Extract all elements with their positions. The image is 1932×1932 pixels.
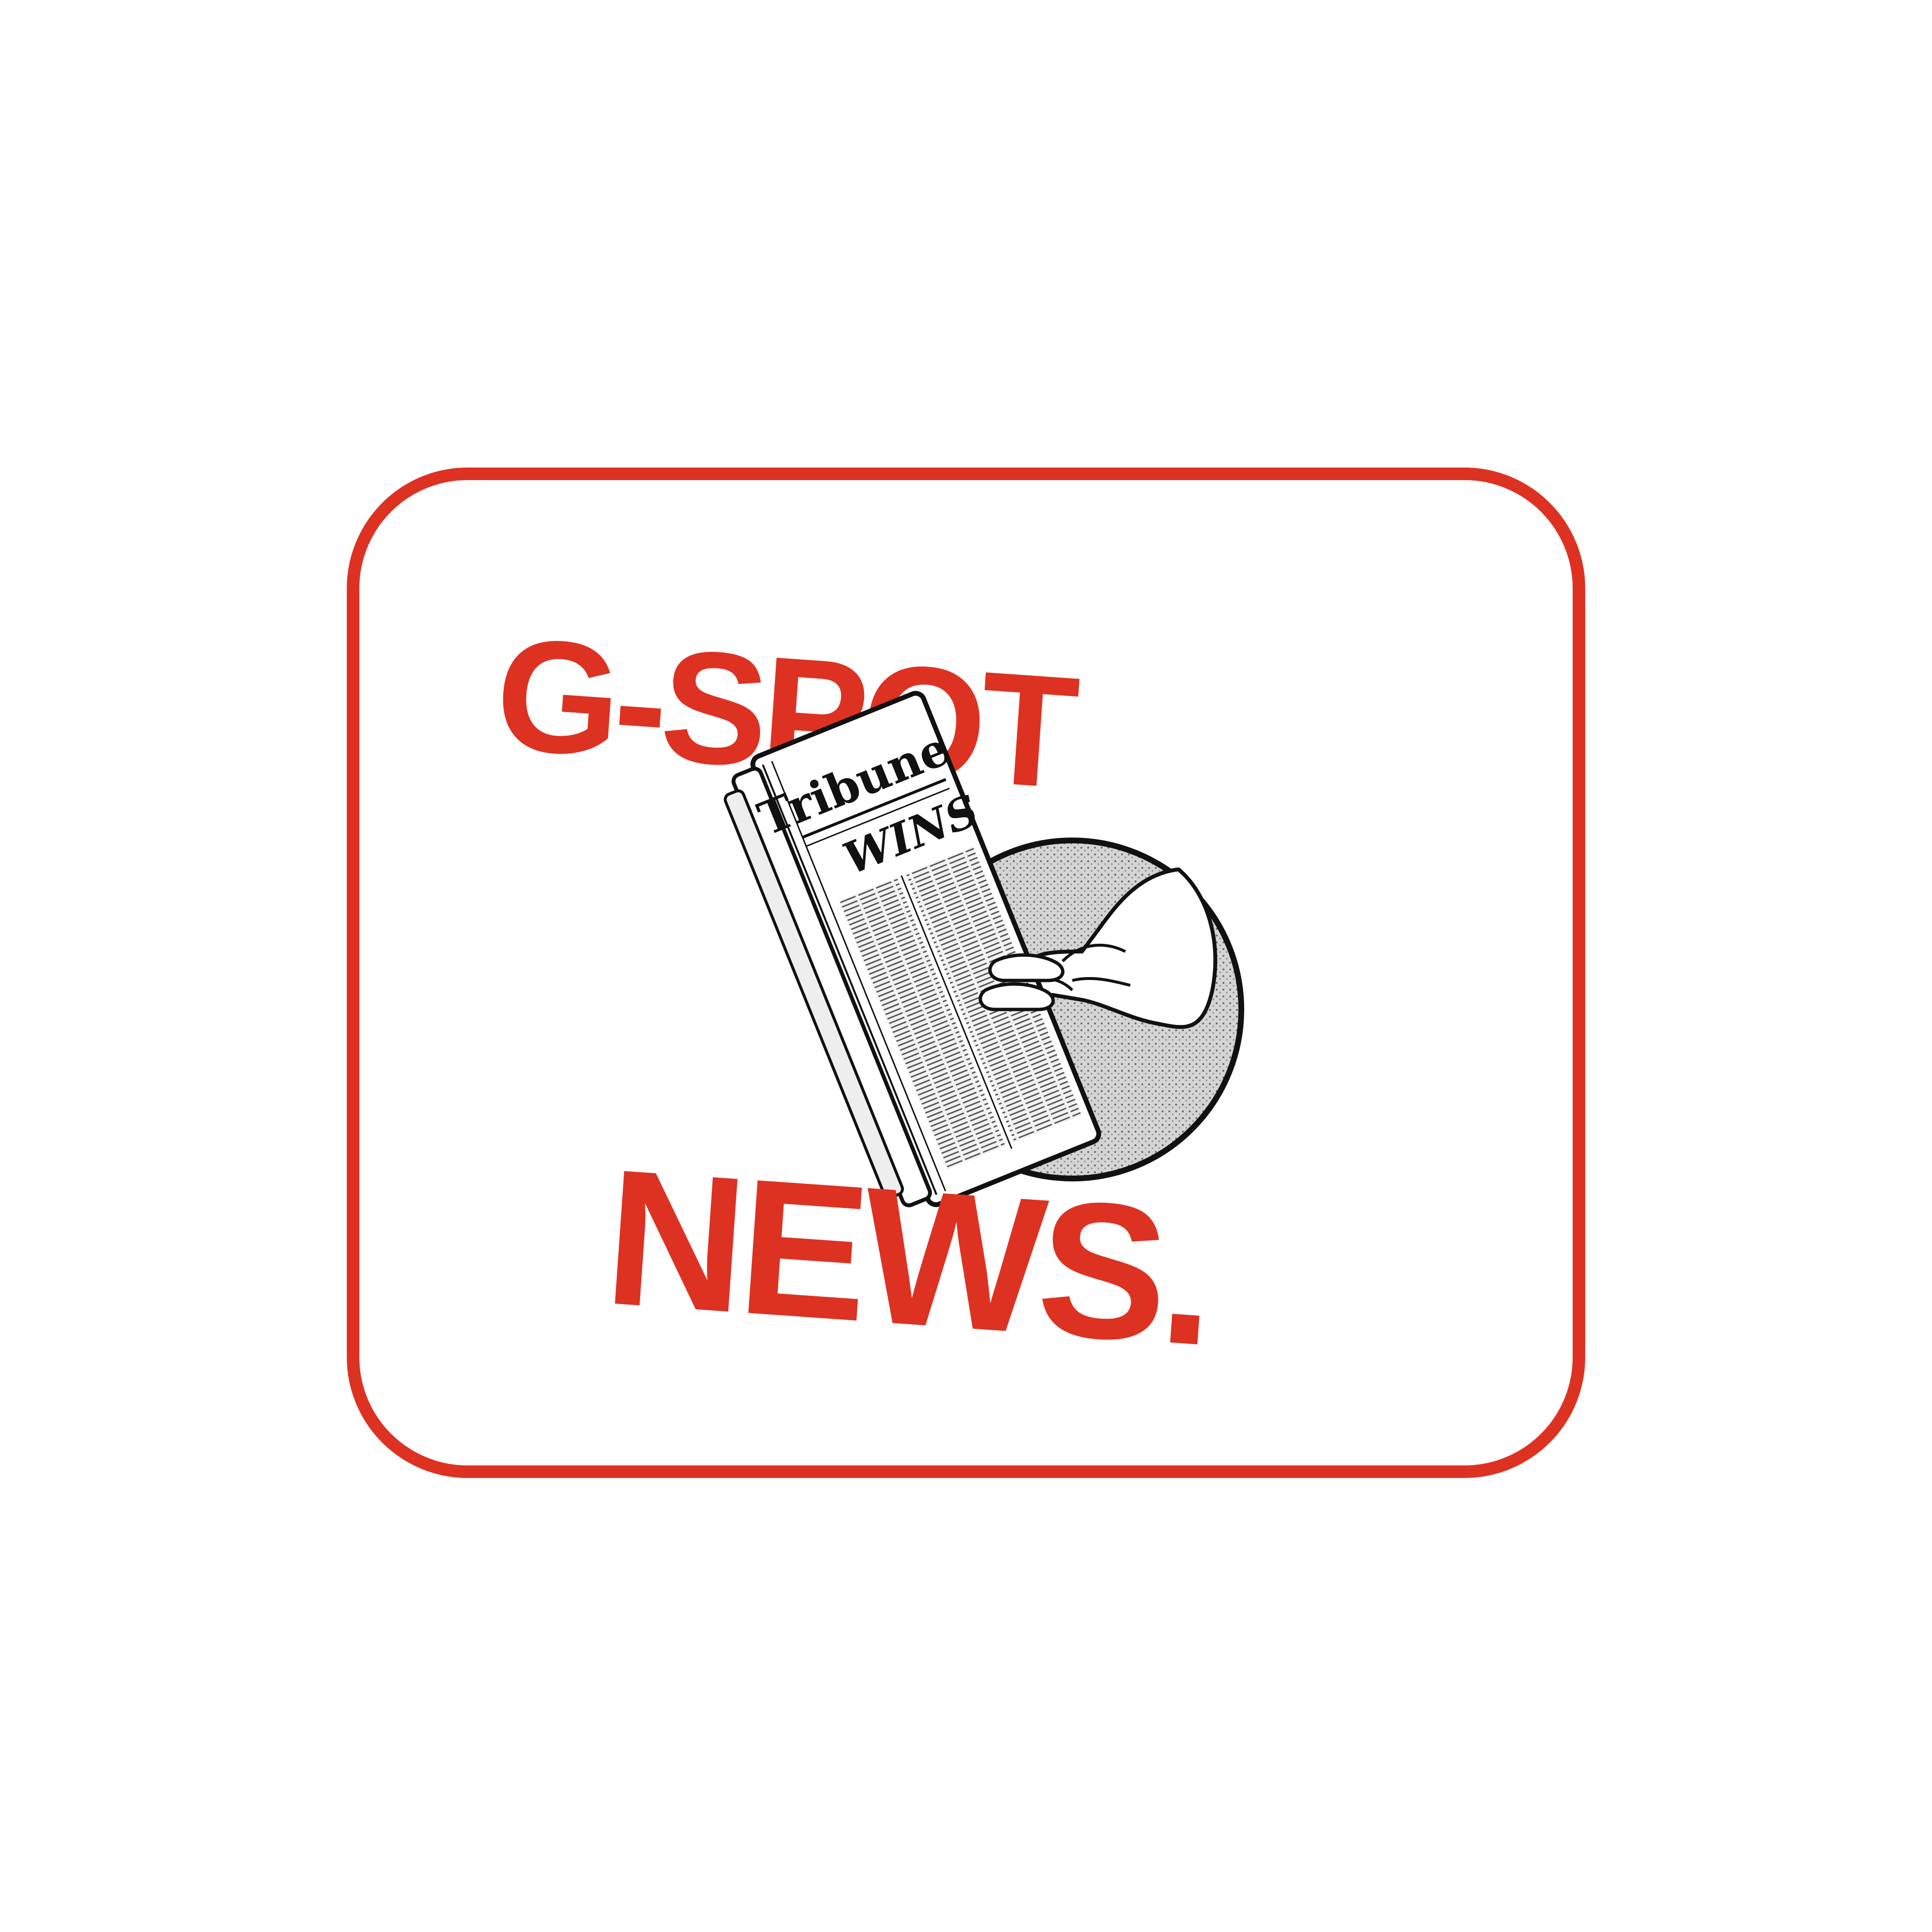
fingers-icon	[979, 953, 1065, 1011]
logo-title-line2: NEWS.	[599, 1128, 1217, 1386]
hand-icon	[1021, 867, 1218, 1029]
newspaper-icon: Tribune WINS	[724, 691, 1101, 1208]
hand-holding-newspaper-icon: Tribune WINS	[724, 691, 1244, 1208]
logo-frame	[347, 468, 1585, 1478]
